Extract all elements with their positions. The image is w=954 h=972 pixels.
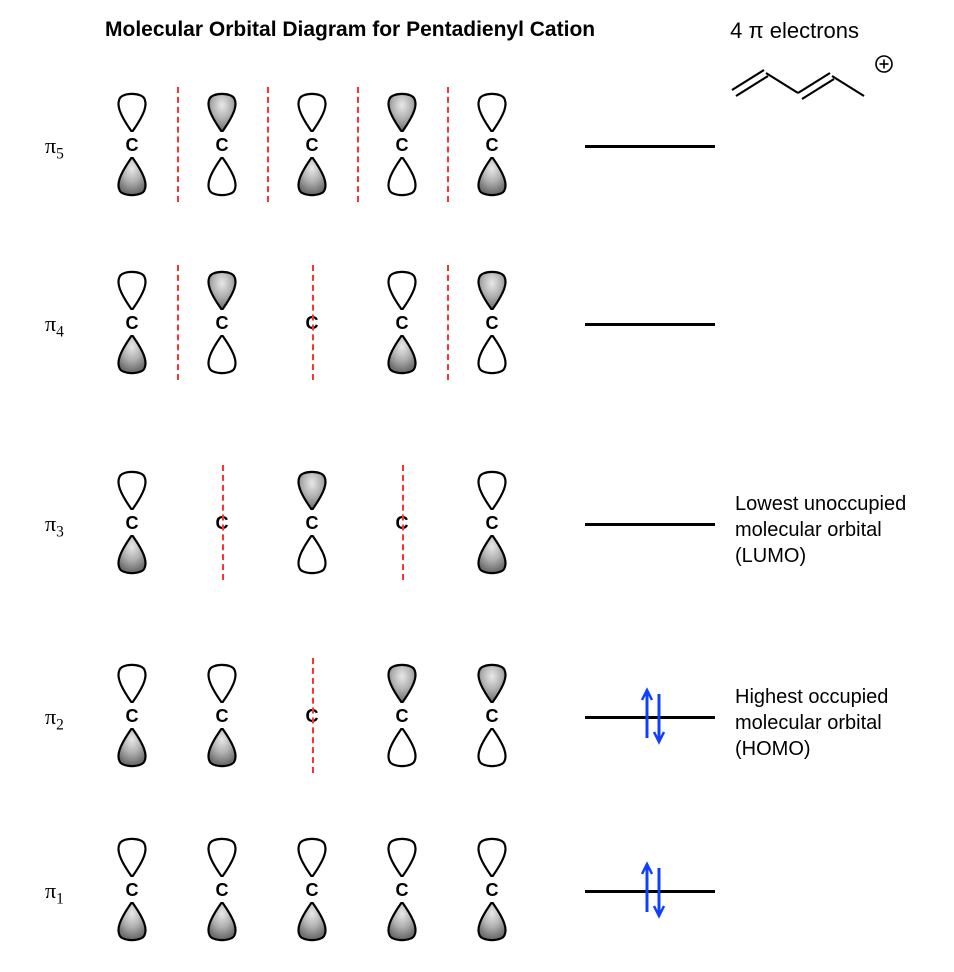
orbital-lobe-bottom bbox=[207, 902, 237, 949]
energy-level-line bbox=[585, 323, 715, 326]
orbital-lobe-bottom bbox=[207, 157, 237, 204]
orbital-lobe-bottom bbox=[297, 157, 327, 204]
carbon-atom: C bbox=[212, 135, 232, 156]
nodal-plane bbox=[267, 87, 269, 202]
pi-label-3: π3 bbox=[45, 511, 64, 541]
nodal-plane bbox=[222, 465, 224, 580]
orbital-lobe-bottom bbox=[477, 335, 507, 382]
energy-level-line bbox=[585, 523, 715, 526]
orbital-lobe-top bbox=[477, 268, 507, 315]
carbon-atom: C bbox=[212, 313, 232, 334]
orbital-lobe-top bbox=[207, 835, 237, 882]
orbital-lobe-top bbox=[387, 835, 417, 882]
orbital-lobe-bottom bbox=[387, 335, 417, 382]
orbital-lobe-bottom bbox=[387, 728, 417, 775]
orbital-lobe-top bbox=[387, 661, 417, 708]
carbon-atom: C bbox=[482, 706, 502, 727]
orbital-lobe-bottom bbox=[387, 157, 417, 204]
carbon-atom: C bbox=[122, 135, 142, 156]
carbon-atom: C bbox=[212, 706, 232, 727]
pi-label-2: π2 bbox=[45, 704, 64, 734]
orbital-lobe-bottom bbox=[477, 728, 507, 775]
orbital-lobe-top bbox=[117, 661, 147, 708]
orbital-lobe-bottom bbox=[387, 902, 417, 949]
diagram-title: Molecular Orbital Diagram for Pentadieny… bbox=[105, 18, 595, 42]
pi-label-4: π4 bbox=[45, 311, 64, 341]
orbital-lobe-bottom bbox=[207, 728, 237, 775]
orbital-annotation: Highest occupiedmolecular orbital(HOMO) bbox=[735, 684, 888, 762]
nodal-plane bbox=[312, 658, 314, 773]
orbital-lobe-bottom bbox=[297, 902, 327, 949]
orbital-lobe-top bbox=[477, 468, 507, 515]
carbon-atom: C bbox=[122, 513, 142, 534]
orbital-lobe-top bbox=[117, 268, 147, 315]
nodal-plane bbox=[177, 87, 179, 202]
carbon-atom: C bbox=[122, 313, 142, 334]
orbital-lobe-top bbox=[477, 835, 507, 882]
orbital-lobe-top bbox=[207, 661, 237, 708]
orbital-lobe-top bbox=[297, 835, 327, 882]
carbon-atom: C bbox=[302, 513, 322, 534]
carbon-atom: C bbox=[392, 706, 412, 727]
orbital-lobe-top bbox=[477, 661, 507, 708]
carbon-atom: C bbox=[482, 513, 502, 534]
orbital-lobe-bottom bbox=[477, 535, 507, 582]
pentadienyl-structure bbox=[724, 48, 904, 103]
orbital-lobe-top bbox=[207, 90, 237, 137]
nodal-plane bbox=[447, 87, 449, 202]
orbital-lobe-bottom bbox=[477, 902, 507, 949]
carbon-atom: C bbox=[392, 313, 412, 334]
pi-label-5: π5 bbox=[45, 133, 64, 163]
carbon-atom: C bbox=[482, 880, 502, 901]
electron-pair bbox=[633, 860, 673, 925]
orbital-lobe-top bbox=[477, 90, 507, 137]
electron-pair bbox=[633, 686, 673, 751]
nodal-plane bbox=[402, 465, 404, 580]
orbital-lobe-bottom bbox=[207, 335, 237, 382]
orbital-lobe-top bbox=[387, 268, 417, 315]
orbital-lobe-top bbox=[117, 468, 147, 515]
carbon-atom: C bbox=[212, 880, 232, 901]
carbon-atom: C bbox=[302, 135, 322, 156]
orbital-lobe-bottom bbox=[117, 902, 147, 949]
orbital-lobe-top bbox=[297, 468, 327, 515]
nodal-plane bbox=[312, 265, 314, 380]
energy-level-line bbox=[585, 145, 715, 148]
carbon-atom: C bbox=[482, 135, 502, 156]
orbital-lobe-bottom bbox=[297, 535, 327, 582]
carbon-atom: C bbox=[482, 313, 502, 334]
nodal-plane bbox=[357, 87, 359, 202]
carbon-atom: C bbox=[122, 706, 142, 727]
orbital-lobe-bottom bbox=[117, 335, 147, 382]
orbital-lobe-bottom bbox=[117, 157, 147, 204]
orbital-lobe-bottom bbox=[117, 728, 147, 775]
orbital-lobe-top bbox=[117, 835, 147, 882]
orbital-lobe-top bbox=[297, 90, 327, 137]
orbital-lobe-top bbox=[207, 268, 237, 315]
carbon-atom: C bbox=[302, 880, 322, 901]
pi-label-1: π1 bbox=[45, 878, 64, 908]
nodal-plane bbox=[447, 265, 449, 380]
orbital-annotation: Lowest unoccupiedmolecular orbital(LUMO) bbox=[735, 491, 906, 569]
orbital-lobe-bottom bbox=[117, 535, 147, 582]
orbital-lobe-top bbox=[387, 90, 417, 137]
carbon-atom: C bbox=[392, 880, 412, 901]
carbon-atom: C bbox=[122, 880, 142, 901]
orbital-lobe-bottom bbox=[477, 157, 507, 204]
carbon-atom: C bbox=[392, 135, 412, 156]
electrons-count: 4 π electrons bbox=[730, 18, 859, 44]
nodal-plane bbox=[177, 265, 179, 380]
orbital-lobe-top bbox=[117, 90, 147, 137]
